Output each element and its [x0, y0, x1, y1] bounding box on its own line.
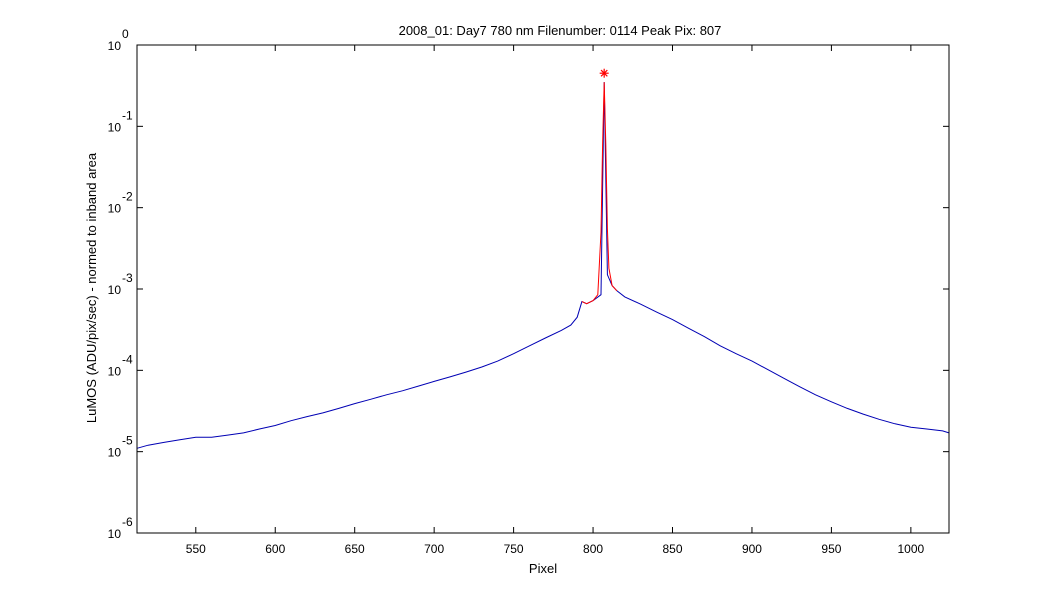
- series-line-peak: [581, 82, 618, 305]
- y-tick-label-exponent: -1: [122, 108, 133, 122]
- y-tick-label-exponent: -2: [122, 190, 133, 204]
- x-tick-label: 550: [186, 542, 206, 556]
- y-tick-label-exponent: 0: [122, 27, 129, 41]
- y-tick-label-base: 10: [108, 364, 122, 378]
- y-tick-label-base: 10: [108, 527, 122, 541]
- x-tick-label: 700: [424, 542, 444, 556]
- x-tick-label: 950: [821, 542, 841, 556]
- y-tick-label-exponent: -6: [122, 515, 133, 529]
- x-tick-label: 850: [662, 542, 682, 556]
- plot-area-frame: [136, 44, 950, 534]
- plot-lines: [136, 68, 950, 449]
- x-tick-label: 900: [742, 542, 762, 556]
- x-tick-label: 800: [583, 542, 603, 556]
- x-tick-label: 1000: [898, 542, 925, 556]
- x-tick-label: 650: [345, 542, 365, 556]
- peak-marker: [599, 68, 609, 78]
- series-line-wings: [136, 82, 950, 449]
- y-tick-label-base: 10: [108, 202, 122, 216]
- y-tick-label-exponent: -3: [122, 271, 133, 285]
- y-axis-label: LuMOS (ADU/pix/sec) - normed to inband a…: [84, 152, 99, 423]
- x-tick-label: 750: [504, 542, 524, 556]
- x-axis-ticks: 550 600 650 700 750 800 850 900 950 1000: [186, 45, 925, 556]
- y-tick-label-base: 10: [108, 39, 122, 53]
- chart-title: 2008_01: Day7 780 nm Filenumber: 0114 Pe…: [399, 23, 722, 38]
- y-tick-label-base: 10: [108, 283, 122, 297]
- y-tick-label-exponent: -5: [122, 434, 133, 448]
- y-tick-label-exponent: -4: [122, 352, 133, 366]
- x-tick-label: 600: [265, 542, 285, 556]
- x-axis-label: Pixel: [529, 561, 557, 576]
- y-tick-label-base: 10: [108, 120, 122, 134]
- y-tick-label-base: 10: [108, 446, 122, 460]
